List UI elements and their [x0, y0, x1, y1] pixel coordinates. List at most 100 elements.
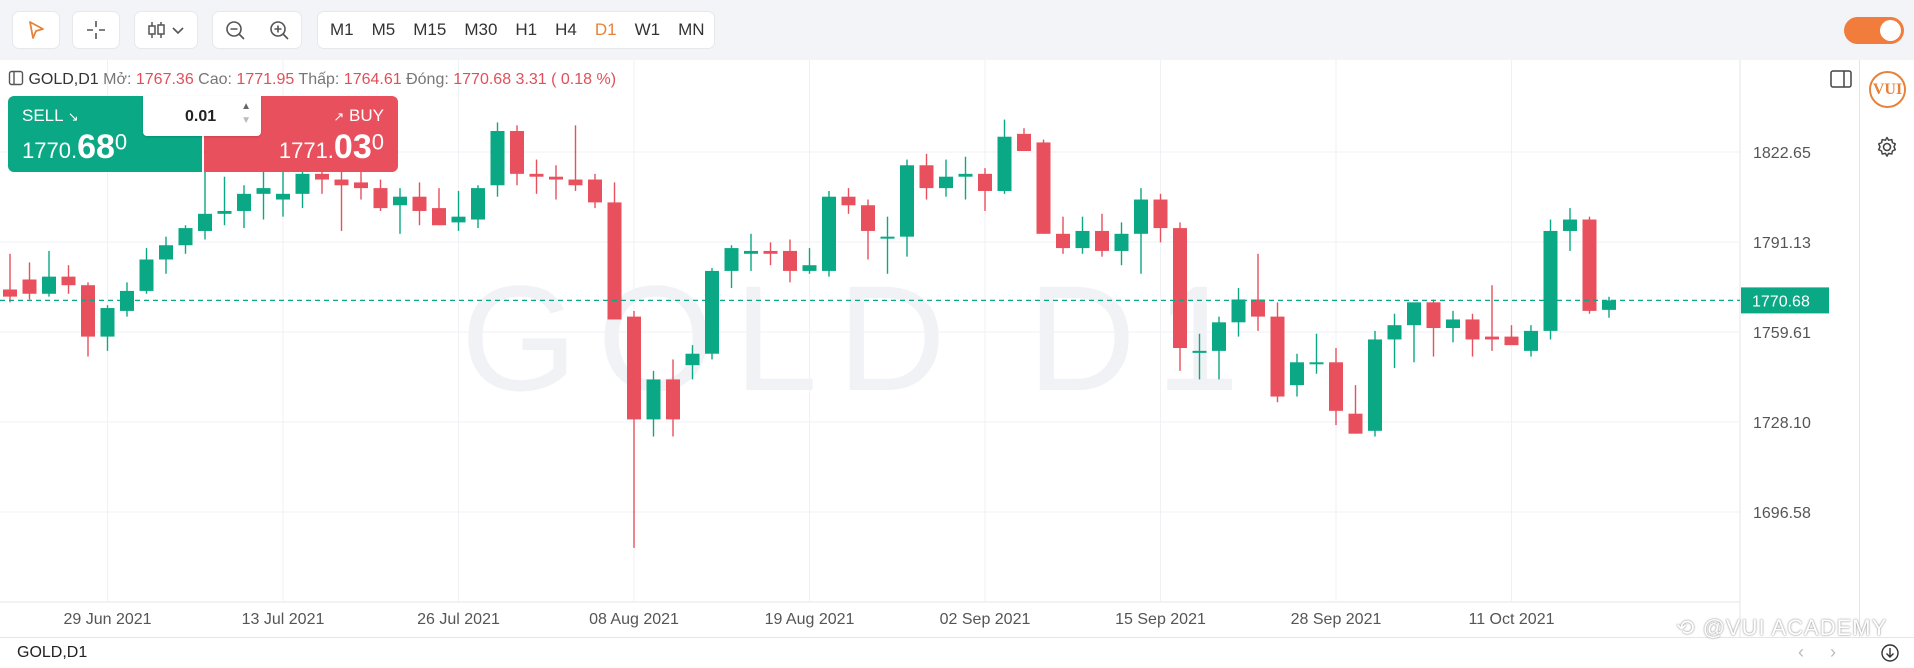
gear-icon[interactable] — [1875, 135, 1899, 164]
scroll-to-latest-icon[interactable] — [1880, 643, 1900, 668]
candle-body — [1270, 316, 1285, 397]
candle-body — [1212, 322, 1226, 351]
candle-body — [451, 216, 466, 223]
candle-body — [1192, 350, 1207, 353]
timeframe-w1[interactable]: W1 — [634, 20, 661, 39]
candle-body — [334, 179, 349, 186]
vui-logo: VUI — [1869, 71, 1906, 108]
candle-body — [1173, 228, 1187, 349]
timeframe-m1[interactable]: M1 — [330, 20, 354, 39]
candle-body — [1251, 299, 1265, 317]
candle-body — [81, 285, 95, 337]
chart-watermark: GOLD D1 — [461, 254, 1260, 422]
change-value: 3.31 ( 0.18 %) — [515, 71, 617, 88]
scroll-left-icon[interactable]: ‹ — [1798, 642, 1804, 662]
candle-body — [958, 173, 973, 177]
candle-body — [1582, 219, 1597, 311]
bottom-symbol-tab[interactable]: GOLD,D1 — [17, 644, 88, 661]
bottom-bar: GOLD,D1 ‹ › — [0, 637, 1914, 668]
x-axis-tick-label: 15 Sep 2021 — [1115, 611, 1206, 628]
candle-body — [256, 188, 271, 194]
candle-body — [1485, 336, 1499, 340]
sell-label-text: SELL — [22, 106, 63, 125]
timeframe-m30[interactable]: M30 — [464, 20, 498, 39]
candle-body — [42, 276, 56, 294]
theme-toggle[interactable] — [1844, 17, 1904, 44]
candle-body — [568, 179, 583, 186]
crosshair-tool-button[interactable] — [73, 12, 119, 48]
timeframe-h4[interactable]: H4 — [555, 20, 577, 39]
candle-body — [588, 179, 602, 203]
candle-body — [1056, 233, 1070, 249]
price-chart[interactable]: 29 Jun 2021 13 Jul 2021 26 Jul 2021 08 Aug … — [0, 60, 1859, 637]
toolbar: M1 M5 M15 M30 H1 H4 D1 W1 MN — [0, 0, 1914, 61]
candle-body — [393, 196, 407, 206]
timeframe-selector: M1 M5 M15 M30 H1 H4 D1 W1 MN — [318, 12, 714, 48]
lot-size-input[interactable]: 0.01 ▲ ▼ — [143, 96, 261, 136]
candle-body — [198, 213, 212, 231]
panel-layout-icon[interactable] — [1830, 70, 1852, 93]
current-price-label: 1770.68 — [1752, 293, 1810, 310]
candle-body — [783, 250, 797, 271]
symbol-info-line: GOLD,D1 Mở: 1767.36 Cao: 1771.95 Thấp: 1… — [8, 70, 616, 91]
candle-body — [724, 248, 739, 271]
candle-body — [139, 259, 154, 291]
lot-stepper[interactable]: ▲ ▼ — [241, 100, 251, 128]
sell-price-prefix: 1770. — [22, 138, 78, 163]
candle-body — [1095, 230, 1109, 251]
candle-body — [1153, 199, 1168, 229]
low-label: Thấp: — [298, 71, 340, 88]
candle-body — [315, 173, 329, 180]
stepper-up-icon[interactable]: ▲ — [241, 101, 251, 112]
cursor-tool-button[interactable] — [13, 12, 59, 48]
sell-button[interactable]: SELL ↘ 1770.680 — [8, 96, 202, 172]
candle-body — [1231, 299, 1246, 323]
x-axis-tick-label: 08 Aug 2021 — [589, 611, 679, 628]
buy-label-text: BUY — [349, 106, 384, 125]
x-axis-tick-label: 19 Aug 2021 — [765, 611, 855, 628]
candlestick-icon — [146, 19, 170, 41]
x-axis-tick-label: 13 Jul 2021 — [242, 611, 325, 628]
symbol-box-icon — [8, 70, 24, 91]
candle-body — [763, 250, 778, 254]
x-axis-tick-label: 02 Sep 2021 — [940, 611, 1031, 628]
sell-price: 1770.680 — [22, 128, 127, 167]
buy-price-sup: 0 — [371, 129, 384, 155]
chevron-down-icon — [170, 22, 186, 38]
candle-body — [1329, 362, 1343, 411]
candle-body — [61, 276, 76, 286]
arrow-down-right-icon: ↘ — [67, 109, 79, 124]
right-sidebar: VUI — [1859, 60, 1914, 637]
timeframe-d1[interactable]: D1 — [594, 20, 617, 39]
sell-price-sup: 0 — [114, 129, 128, 155]
zoom-in-icon[interactable] — [268, 19, 290, 41]
current-price-tag — [1741, 287, 1829, 314]
candle-body — [744, 250, 758, 254]
crosshair-icon — [85, 19, 107, 41]
x-axis-tick-label: 28 Sep 2021 — [1291, 611, 1382, 628]
candle-body — [1543, 230, 1558, 331]
candle-body — [822, 196, 836, 271]
buy-price: 1771.030 — [279, 128, 384, 167]
candle-body — [1114, 233, 1129, 251]
trade-panel: SELL ↘ 1770.680 ↗ BUY 1771.030 0.01 ▲ ▼ — [8, 96, 398, 172]
candle-body — [685, 353, 700, 366]
candle-body — [1075, 230, 1090, 249]
stepper-down-icon[interactable]: ▼ — [241, 115, 251, 126]
y-axis-tick-label: 1822.65 — [1753, 145, 1811, 162]
scroll-right-icon[interactable]: › — [1830, 642, 1836, 662]
y-axis-tick-label: 1728.10 — [1753, 415, 1811, 432]
timeframe-mn[interactable]: MN — [678, 20, 705, 39]
candle-body — [919, 165, 934, 189]
candle-body — [471, 188, 485, 220]
share-icon: ⟲ — [1676, 615, 1696, 640]
candle-body — [354, 182, 368, 189]
candle-body — [432, 208, 446, 226]
chart-type-dropdown[interactable] — [135, 12, 197, 48]
timeframe-m15[interactable]: M15 — [413, 20, 447, 39]
candle-body — [1524, 330, 1538, 351]
timeframe-m5[interactable]: M5 — [371, 20, 396, 39]
timeframe-h1[interactable]: H1 — [515, 20, 538, 39]
zoom-out-icon[interactable] — [224, 19, 246, 41]
symbol-name: GOLD,D1 — [28, 71, 99, 88]
